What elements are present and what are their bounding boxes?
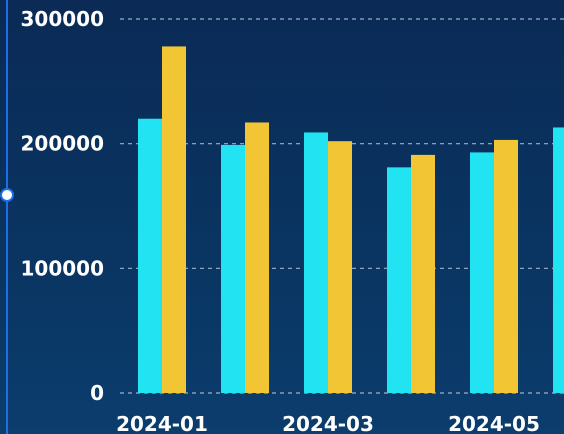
y-tick-label: 200000	[21, 132, 105, 156]
bar-series-2-2024-04	[411, 154, 435, 393]
x-tick-label: 2024-05	[448, 412, 540, 434]
x-axis: 2024-01 2024-03 2024-05	[116, 412, 540, 434]
y-tick-label: 0	[90, 381, 104, 405]
y-tick-label: 300000	[21, 7, 105, 31]
bar-series-1-2024-01	[138, 118, 162, 393]
bar-series-1-2024-06	[553, 127, 564, 394]
bar-series-2-2024-03	[328, 141, 352, 393]
y-axis: 0 100000 200000 300000	[0, 0, 105, 434]
bars	[138, 46, 564, 394]
bar-series-1-2024-03	[304, 132, 328, 394]
bar-series-2-2024-01	[162, 46, 186, 393]
bar-series-1-2024-04	[387, 167, 411, 393]
bar-series-1-2024-02	[221, 144, 245, 393]
bar-series-1-2024-05	[470, 152, 494, 393]
bar-series-2-2024-02	[245, 122, 269, 394]
y-tick-label: 100000	[21, 256, 105, 280]
x-tick-label: 2024-01	[116, 412, 208, 434]
bar-series-2-2024-05	[494, 139, 518, 393]
y-axis-handle	[0, 188, 14, 202]
x-tick-label: 2024-03	[282, 412, 374, 434]
